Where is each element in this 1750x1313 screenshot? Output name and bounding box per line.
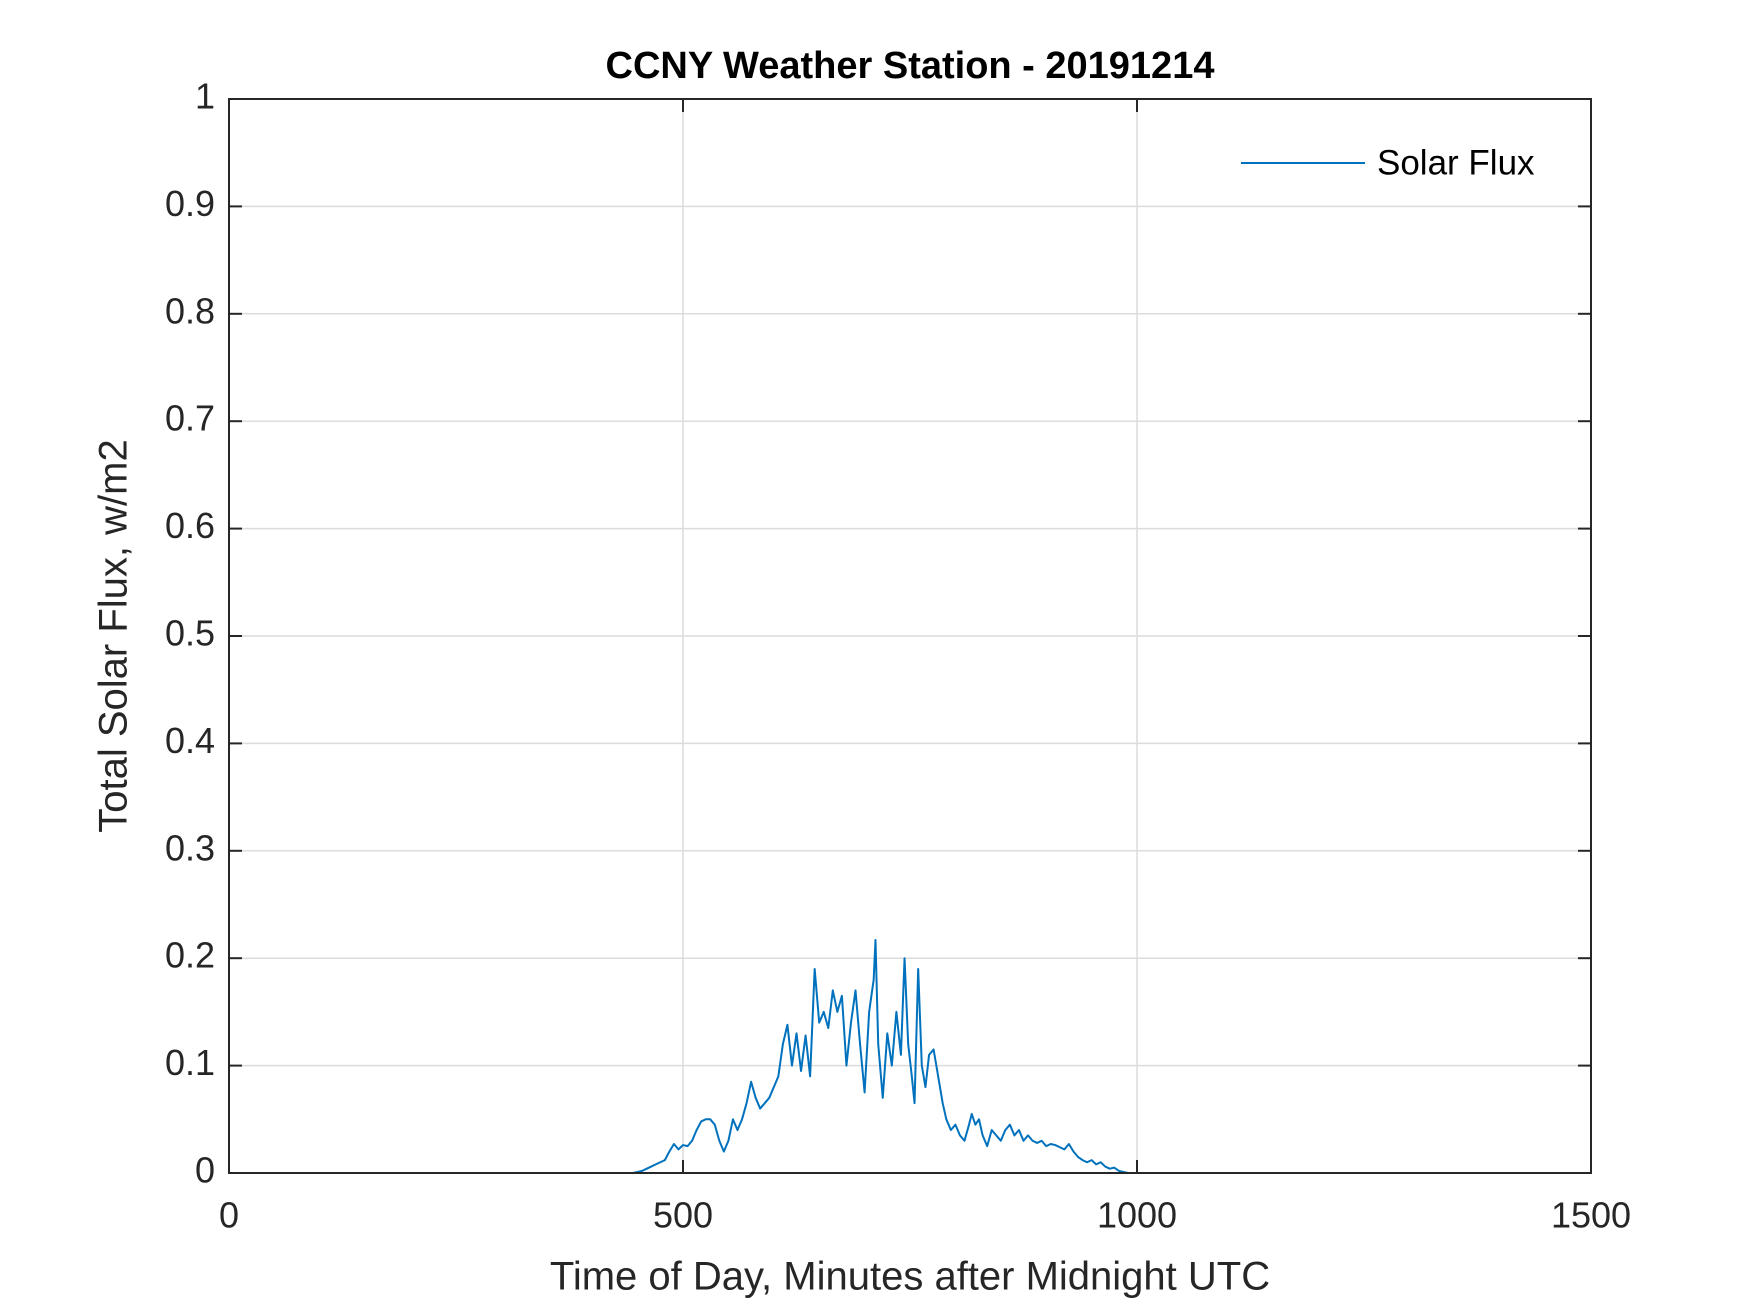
y-tick-label: 0.7: [165, 398, 215, 439]
y-tick-label: 0.5: [165, 613, 215, 654]
y-tick-label: 0.6: [165, 505, 215, 546]
x-tick-label: 0: [219, 1195, 239, 1236]
y-tick-label: 0.8: [165, 290, 215, 331]
y-tick-label: 0.4: [165, 720, 215, 761]
y-tick-label: 1: [195, 76, 215, 117]
y-tick-label: 0: [195, 1150, 215, 1191]
x-tick-label: 500: [653, 1195, 713, 1236]
y-tick-label: 0.1: [165, 1042, 215, 1083]
x-tick-label: 1500: [1551, 1195, 1631, 1236]
legend-label: Solar Flux: [1377, 143, 1535, 182]
y-tick-label: 0.2: [165, 935, 215, 976]
y-axis-label: Total Solar Flux, w/m2: [92, 439, 136, 832]
x-axis-label: Time of Day, Minutes after Midnight UTC: [550, 1255, 1270, 1299]
chart-title: CCNY Weather Station - 20191214: [606, 45, 1215, 87]
y-tick-label: 0.9: [165, 183, 215, 224]
data-line: [229, 938, 1537, 1174]
x-tick-label: 1000: [1097, 1195, 1177, 1236]
y-tick-label: 0.3: [165, 827, 215, 868]
